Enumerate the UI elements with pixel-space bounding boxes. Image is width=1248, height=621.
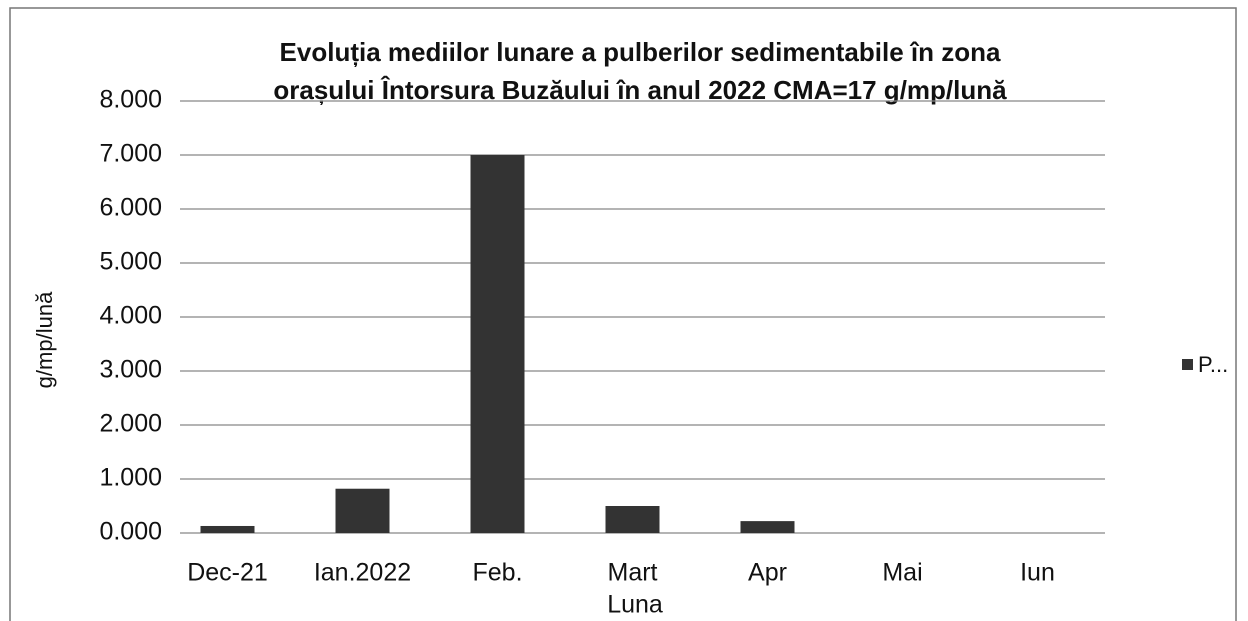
x-axis-title: Luna — [607, 591, 663, 619]
legend-swatch — [1182, 359, 1193, 370]
y-tick-label: 8.000 — [99, 86, 162, 114]
y-tick-label: 5.000 — [99, 248, 162, 276]
bar — [605, 506, 660, 533]
y-tick-label: 0.000 — [99, 518, 162, 546]
x-tick-label: Mai — [882, 559, 922, 587]
y-axis-title: g/mp/lună — [32, 291, 57, 388]
bar — [335, 488, 390, 533]
legend-label: P... — [1198, 352, 1228, 377]
y-tick-label: 3.000 — [99, 356, 162, 384]
y-tick-label: 6.000 — [99, 194, 162, 222]
x-tick-label: Mart — [608, 559, 658, 587]
chart-frame — [9, 7, 1237, 621]
chart-title: orașului Întorsura Buzăului în anul 2022… — [273, 75, 1007, 105]
y-tick-label: 2.000 — [99, 410, 162, 438]
bar — [200, 525, 255, 533]
x-tick-label: Apr — [748, 559, 787, 587]
x-tick-label: Iun — [1020, 559, 1055, 587]
chart-title: Evoluția mediilor lunare a pulberilor se… — [280, 37, 1001, 67]
y-tick-label: 1.000 — [99, 464, 162, 492]
x-tick-label: Dec-21 — [187, 559, 268, 587]
y-tick-label: 7.000 — [99, 140, 162, 168]
x-tick-label: Feb. — [472, 559, 522, 587]
bar — [740, 521, 795, 533]
bar — [470, 155, 525, 533]
y-tick-label: 4.000 — [99, 302, 162, 330]
x-tick-label: Ian.2022 — [314, 559, 411, 587]
